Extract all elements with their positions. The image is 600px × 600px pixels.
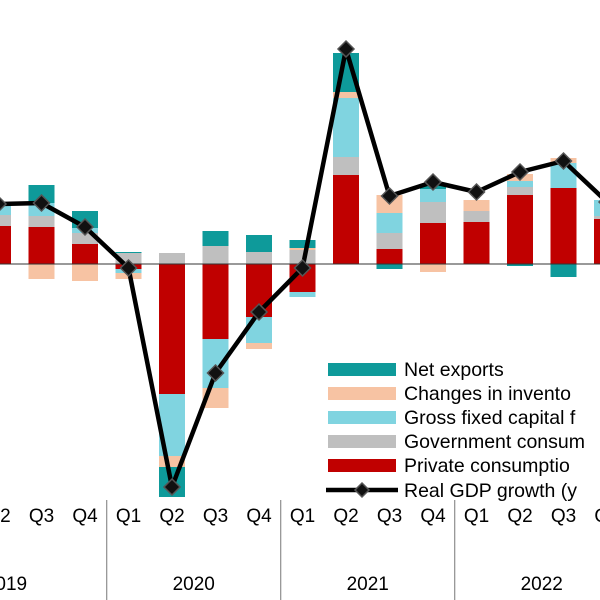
bar-segment-0-10 xyxy=(420,223,446,264)
quarter-tick-label: Q4 xyxy=(420,506,446,527)
gdp-marker-11 xyxy=(467,182,486,202)
bar-segment-1-6 xyxy=(246,252,272,264)
bar-segment-4-5 xyxy=(202,231,229,246)
bar-segment-4-9 xyxy=(376,264,403,269)
bar-segment-1-4 xyxy=(159,253,185,264)
legend-swatch xyxy=(328,459,396,472)
year-label: 2020 xyxy=(173,574,215,595)
quarter-tick-label: Q3 xyxy=(551,506,576,527)
bar-segment-0-11 xyxy=(463,222,490,264)
bar-segment-0-8 xyxy=(333,175,359,264)
bar-segment-4-13 xyxy=(550,264,577,277)
bar-segment-2-14 xyxy=(594,200,600,216)
year-label: 2019 xyxy=(0,574,27,595)
year-label: 2021 xyxy=(347,574,389,595)
legend-label: Government consum xyxy=(404,431,585,453)
bar-segment-0-0 xyxy=(0,226,11,264)
gdp-line-layer xyxy=(0,39,600,497)
gdp-marker-8 xyxy=(336,39,356,59)
bar-segment-0-4 xyxy=(159,264,185,394)
gdp-marker-1 xyxy=(32,193,51,213)
bar-segment-1-5 xyxy=(202,246,229,264)
bar-segment-1-8 xyxy=(333,157,359,175)
bar-segment-1-10 xyxy=(420,202,446,223)
legend-label: Net exports xyxy=(404,359,504,381)
quarter-tick-label: Q1 xyxy=(464,506,489,527)
bar-segment-4-7 xyxy=(289,240,316,248)
bar-segment-0-12 xyxy=(507,195,533,264)
quarter-tick-label: Q3 xyxy=(29,506,54,527)
bar-segment-0-2 xyxy=(72,244,98,264)
legend-swatch xyxy=(328,363,396,376)
legend-diamond-icon xyxy=(353,481,371,499)
bar-segment-0-9 xyxy=(376,249,403,264)
gdp-marker-9 xyxy=(380,186,399,206)
gdp-marker-12 xyxy=(510,162,530,182)
quarter-tick-label: Q4 xyxy=(594,506,600,527)
gdp-marker-4 xyxy=(162,477,182,497)
bar-segment-1-2 xyxy=(72,233,98,244)
legend-label: Real GDP growth (y xyxy=(404,480,577,502)
bar-segment-3-8 xyxy=(333,92,359,98)
quarter-tick-label: Q4 xyxy=(72,506,98,527)
quarter-tick-label: Q2 xyxy=(507,506,532,527)
gdp-marker-2 xyxy=(75,217,95,237)
bar-segment-0-14 xyxy=(594,219,600,264)
bar-segment-2-0 xyxy=(0,205,11,215)
bar-segment-3-2 xyxy=(72,264,98,281)
bar-segment-2-8 xyxy=(333,98,359,157)
gdp-marker-7 xyxy=(293,258,312,278)
quarter-tick-label: Q1 xyxy=(290,506,315,527)
bar-segment-3-4 xyxy=(159,456,185,467)
bar-segment-4-3 xyxy=(115,252,142,253)
bar-segment-2-9 xyxy=(376,213,403,233)
bar-segment-3-1 xyxy=(28,264,55,279)
gdp-marker-3 xyxy=(119,258,138,278)
quarter-tick-label: Q3 xyxy=(377,506,402,527)
bar-segment-2-12 xyxy=(507,181,533,187)
quarter-tick-label: Q4 xyxy=(246,506,272,527)
bar-segment-2-7 xyxy=(289,292,316,297)
legend-swatch xyxy=(328,387,396,400)
bar-segment-1-11 xyxy=(463,211,490,222)
quarter-tick-label: Q1 xyxy=(116,506,141,527)
bar-segment-3-10 xyxy=(420,264,446,272)
legend-label: Changes in invento xyxy=(404,383,571,405)
bar-segment-4-6 xyxy=(246,235,272,252)
gdp-marker-13 xyxy=(554,151,573,171)
legend-label: Private consumptio xyxy=(404,455,570,477)
bar-segment-0-13 xyxy=(550,188,577,264)
year-label: 2022 xyxy=(521,574,563,595)
bar-segment-1-3 xyxy=(115,253,142,264)
bar-segment-0-5 xyxy=(202,264,229,339)
gdp-marker-0 xyxy=(0,196,8,212)
bar-segment-3-7 xyxy=(289,248,316,250)
gdp-marker-5 xyxy=(206,363,225,383)
quarter-tick-label: Q2 xyxy=(333,506,358,527)
bar-segment-1-9 xyxy=(376,233,403,249)
gdp-marker-10 xyxy=(423,172,443,192)
gdp-marker-6 xyxy=(249,302,269,322)
quarter-tick-label: Q2 xyxy=(159,506,184,527)
bar-segment-3-6 xyxy=(246,343,272,349)
bar-segment-3-11 xyxy=(463,200,490,211)
quarter-tick-label: Q3 xyxy=(203,506,228,527)
bar-segment-1-0 xyxy=(0,215,11,226)
bar-segment-0-1 xyxy=(28,227,55,264)
bar-segment-4-12 xyxy=(507,264,533,266)
legend-label: Gross fixed capital f xyxy=(404,407,576,429)
bar-segment-1-14 xyxy=(594,216,600,219)
bar-segment-1-12 xyxy=(507,187,533,195)
bar-segment-1-1 xyxy=(28,216,55,227)
legend-swatch xyxy=(328,411,396,424)
bar-segment-2-10 xyxy=(420,189,446,202)
x-axis: Q2 Q3 Q4 Q1 Q2 Q3 Q4 Q1 Q2 Q3 Q4 Q1 Q2 Q3 Q4 2019 2020 20… xyxy=(0,500,600,600)
legend-swatch xyxy=(328,435,396,448)
quarter-tick-label: Q2 xyxy=(0,506,11,527)
bars-layer xyxy=(0,53,600,497)
